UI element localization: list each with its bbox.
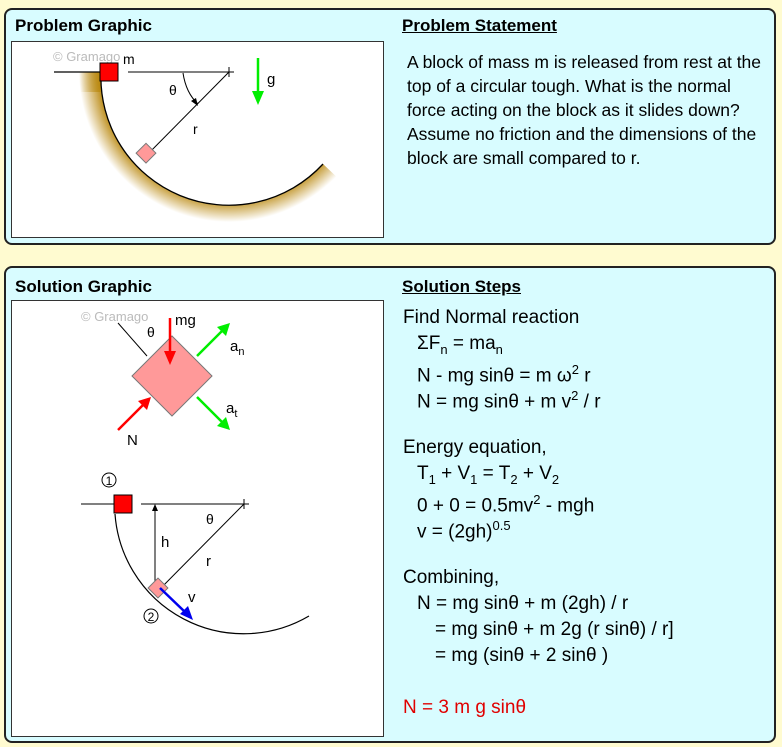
solution-steps: Find Normal reaction ΣFn = man N - mg sinθ… <box>403 305 674 721</box>
solution-text: 2 <box>551 471 560 487</box>
radius-line <box>156 503 245 593</box>
solution-text: N - mg sinθ = m ω <box>417 365 572 387</box>
position-1-label: 1 <box>106 474 113 488</box>
solution-text: + V <box>435 463 471 484</box>
solution-line <box>403 539 674 565</box>
solution-line: Find Normal reaction <box>403 305 674 331</box>
position-1-marker <box>101 472 117 488</box>
solution-line: T1 + V1 = T2 + V2 <box>403 461 674 487</box>
solution-text: Combining, <box>403 567 500 588</box>
solution-line: N = mg sinθ + m (2gh) / r <box>403 591 674 617</box>
solution-line: Energy equation, <box>403 435 674 461</box>
solution-text: 0.5 <box>492 518 511 533</box>
velocity-arrow <box>159 587 186 613</box>
block-initial <box>99 62 119 82</box>
at-arrow <box>196 396 224 424</box>
an-arrow <box>196 329 224 357</box>
problem-diagram: © Gramago m θ r g <box>53 49 341 232</box>
gravity-label: g <box>267 71 275 88</box>
solution-text: 0 + 0 = 0.5mv <box>417 495 534 517</box>
solution-text: ΣF <box>417 333 441 354</box>
solution-text: 2 <box>510 471 518 487</box>
solution-text: - mgh <box>540 495 595 517</box>
solution-graphic-title: Solution Graphic <box>15 277 152 296</box>
solution-line <box>403 669 674 695</box>
solution-graphic: © Gramago mg θ an at N 1 2 θ h r v <box>11 300 384 737</box>
watermark: © Gramago <box>53 49 120 64</box>
problem-graphic-title: Problem Graphic <box>15 16 152 35</box>
solution-line: = mg sinθ + m 2g (r sinθ) / r] <box>403 617 674 643</box>
normal-force-arrow <box>117 403 145 431</box>
solution-text: 1 <box>428 471 436 487</box>
an-label: an <box>230 338 244 358</box>
final-answer: N = 3 m g sinθ <box>403 695 674 721</box>
position-2-marker <box>143 608 159 624</box>
solution-text: n <box>495 341 503 357</box>
h-label: h <box>161 534 169 551</box>
fbd-block <box>131 335 213 417</box>
at-label: at <box>226 400 237 420</box>
solution-text: n <box>440 341 448 357</box>
solution-line: N - mg sinθ = m ω2 r <box>403 357 674 387</box>
solution-text: N = mg sinθ + m (2gh) / r <box>417 593 629 614</box>
solution-text: 2 <box>533 492 541 507</box>
trough-shading <box>57 72 341 232</box>
trough-arc <box>100 71 324 206</box>
solution-text: = mg (sinθ + 2 sinθ ) <box>435 645 609 666</box>
solution-text: Energy equation, <box>403 437 547 458</box>
solution-text: Find Normal reaction <box>403 307 580 328</box>
solution-text: 1 <box>470 471 478 487</box>
problem-statement-text: A block of mass m is released from rest … <box>407 52 762 168</box>
solution-text: N = mg sinθ + m v <box>417 391 572 413</box>
block-position-1 <box>113 494 133 514</box>
solution-line: v = (2gh)0.5 <box>403 513 674 543</box>
solution-diagram: © Gramago mg θ an at N 1 2 θ h r v <box>81 309 310 635</box>
theta-label-2: θ <box>206 511 214 527</box>
theta-label: θ <box>169 82 177 98</box>
trough-arc <box>114 513 310 635</box>
solution-text: T <box>417 463 429 484</box>
v-label: v <box>188 589 196 606</box>
solution-line <box>403 409 674 435</box>
solution-steps-title: Solution Steps <box>402 277 521 296</box>
solution-line: ΣFn = man <box>403 331 674 357</box>
theta-label: θ <box>147 324 155 340</box>
solution-text: / r <box>578 391 601 413</box>
mass-label: m <box>123 51 135 67</box>
solution-line: N = mg sinθ + m v2 / r <box>403 383 674 413</box>
solution-text: N = 3 m g sinθ <box>403 697 527 718</box>
solution-text: v = (2gh) <box>417 521 493 543</box>
solution-line: 0 + 0 = 0.5mv2 - mgh <box>403 487 674 517</box>
solution-text: = mg sinθ + m 2g (r sinθ) / r] <box>435 619 674 640</box>
solution-text: = ma <box>447 333 496 354</box>
solution-text: r <box>578 365 591 387</box>
watermark: © Gramago <box>81 309 148 324</box>
solution-line: = mg (sinθ + 2 sinθ ) <box>403 643 674 669</box>
problem-statement-title: Problem Statement <box>402 16 557 35</box>
solution-text: + V <box>517 463 552 484</box>
solution-text: 2 <box>571 362 579 377</box>
solution-text: 2 <box>571 388 579 403</box>
solution-text: = T <box>477 463 511 484</box>
solution-line: Combining, <box>403 565 674 591</box>
mg-label: mg <box>175 312 196 329</box>
problem-graphic: © Gramago m θ r g <box>11 41 384 238</box>
radius-label: r <box>193 121 198 137</box>
block-position-2 <box>147 577 169 599</box>
r-label: r <box>206 553 211 570</box>
normal-label: N <box>127 432 138 449</box>
position-2-label: 2 <box>148 610 155 624</box>
block-sliding <box>135 142 157 164</box>
